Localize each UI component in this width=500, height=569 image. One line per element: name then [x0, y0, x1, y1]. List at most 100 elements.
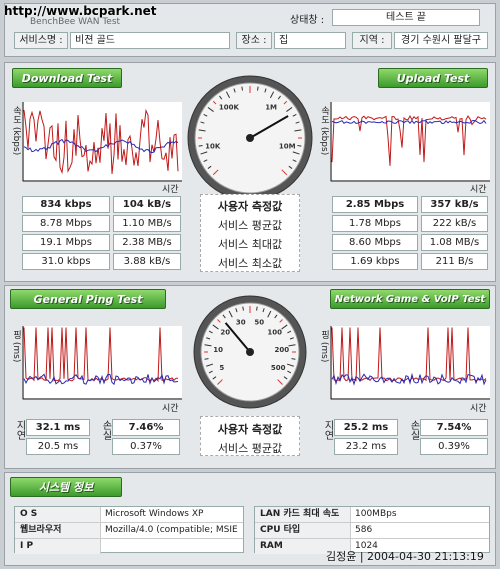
service-value: 비젼 골드	[70, 32, 230, 49]
graph-line-red	[331, 114, 487, 166]
gauge-tick	[207, 107, 214, 112]
gauge-tick	[212, 169, 219, 176]
download-value: 1.10 MB/s	[113, 215, 181, 232]
gauge-tick	[277, 95, 281, 100]
x-axis-label: 시간	[470, 185, 487, 195]
gauge-tick	[256, 306, 258, 311]
graph-bg	[22, 102, 182, 182]
x-axis-label: 시간	[162, 404, 179, 414]
gauge-tick	[228, 310, 233, 318]
y-axis-label: 핑 (ms)	[319, 330, 329, 363]
graph-line-blue	[331, 372, 487, 386]
side-label: 손실	[100, 420, 111, 440]
table-row: I P	[15, 539, 243, 554]
gauge-tick	[281, 169, 288, 176]
row-header: LAN 카드 최대 속도	[255, 507, 351, 522]
gauge-needle	[249, 115, 289, 139]
upload-graph	[330, 102, 490, 182]
gauge-tick	[277, 379, 283, 385]
download-value: 31.0 kbps	[22, 253, 110, 270]
graph-bg	[22, 326, 182, 400]
gauge-tick	[289, 337, 294, 340]
game-graph	[330, 326, 490, 400]
gauge-tick	[204, 344, 212, 347]
row-header: O S	[15, 507, 101, 522]
ping-loss: 7.46%	[112, 419, 180, 436]
row-value: 1024	[355, 541, 378, 551]
row-label: 사용자 측정값	[217, 200, 283, 213]
row-label: 사용자 측정값	[217, 423, 283, 436]
upload-value: 211 B/s	[421, 253, 488, 270]
gauge-tick	[206, 363, 214, 367]
upload-value: 1.08 MB/s	[421, 234, 488, 251]
game-tab[interactable]: Network Game & VoIP Test	[330, 289, 490, 309]
gauge-label: 200	[275, 346, 290, 354]
gauge-label: 20	[220, 329, 230, 337]
ping-delay: 32.1 ms	[26, 419, 90, 436]
gauge-tick	[264, 88, 267, 93]
game-loss: 0.39%	[420, 438, 488, 455]
system-tab[interactable]: 시스템 정보	[10, 477, 122, 497]
download-graph	[22, 102, 182, 182]
gauge-tick	[198, 129, 206, 132]
speed-gauge: 10K 100K 1M 10M	[187, 75, 313, 201]
gauge-tick	[287, 370, 292, 374]
gauge-tick	[257, 86, 259, 91]
system-table-right: LAN 카드 최대 속도 100MBps CPU 타입 586 RAM 1024	[254, 506, 490, 554]
download-value: 2.38 MB/s	[113, 234, 181, 251]
gauge-tick	[281, 324, 288, 330]
gauge-tick	[269, 91, 275, 99]
row-header: CPU 타입	[255, 523, 351, 538]
gauge-tick	[283, 100, 288, 105]
gauge-label: 500	[271, 364, 286, 372]
table-row: O S Microsoft Windows XP	[15, 507, 243, 523]
gauge-label: 10M	[279, 142, 296, 150]
gauge-tick	[200, 121, 205, 124]
gauge-tick	[286, 363, 294, 367]
gauge-label: 10	[213, 346, 223, 354]
row-value: Microsoft Windows XP	[105, 509, 204, 519]
table-row: LAN 카드 최대 속도 100MBps	[255, 507, 489, 523]
gauge-tick	[212, 324, 219, 330]
upload-tab[interactable]: Upload Test	[378, 68, 488, 88]
upload-value: 1.69 kbps	[332, 253, 418, 270]
footer-stamp: 김정윤 | 2004-04-30 21:13:19	[326, 550, 484, 563]
ping-delay: 20.5 ms	[26, 438, 90, 455]
graph-axis	[22, 102, 182, 182]
row-header: 웹브라우저	[15, 523, 101, 538]
gauge-label: 5	[219, 364, 224, 372]
game-loss: 7.54%	[420, 419, 488, 436]
gauge-hub	[246, 134, 254, 142]
x-axis-label: 시간	[162, 185, 179, 195]
download-tab[interactable]: Download Test	[12, 68, 122, 88]
watermark: http://www.bcpark.net	[4, 4, 157, 18]
gauge-tick	[279, 319, 283, 323]
gauge-tick	[200, 151, 208, 155]
upload-value: 357 kB/s	[421, 196, 488, 213]
graph-line-blue	[23, 373, 179, 386]
row-value: Mozilla/4.0 (compatible; MSIE	[105, 525, 238, 535]
y-axis-label: 속도 (kbps)	[11, 106, 21, 156]
gauge-label: 100	[267, 329, 282, 337]
region-label: 지역 :	[352, 32, 392, 49]
gauge-tick	[274, 314, 278, 319]
gauge-label: 10K	[205, 142, 221, 150]
ping-tab[interactable]: General Ping Test	[10, 289, 166, 309]
download-value: 3.88 kB/s	[113, 253, 181, 270]
gauge-tick	[267, 310, 272, 318]
gauge-tick	[291, 358, 296, 360]
gauge-tick	[207, 165, 212, 169]
download-value: 104 kB/s	[113, 196, 181, 213]
game-delay: 25.2 ms	[334, 419, 398, 436]
gauge-tick	[203, 159, 208, 163]
graph-axis	[330, 326, 490, 400]
gauge-tick	[233, 88, 236, 93]
gauge-tick	[225, 91, 231, 99]
table-row: 웹브라우저 Mozilla/4.0 (compatible; MSIE	[15, 523, 243, 539]
row-label: 서비스 평균값	[217, 442, 283, 455]
ping-loss: 0.37%	[112, 438, 180, 455]
measure-labels: 사용자 측정값 서비스 평균값 서비스 최대값 서비스 최소값	[200, 194, 300, 272]
gauge-tick	[208, 330, 213, 334]
gauge-tick	[198, 145, 203, 147]
